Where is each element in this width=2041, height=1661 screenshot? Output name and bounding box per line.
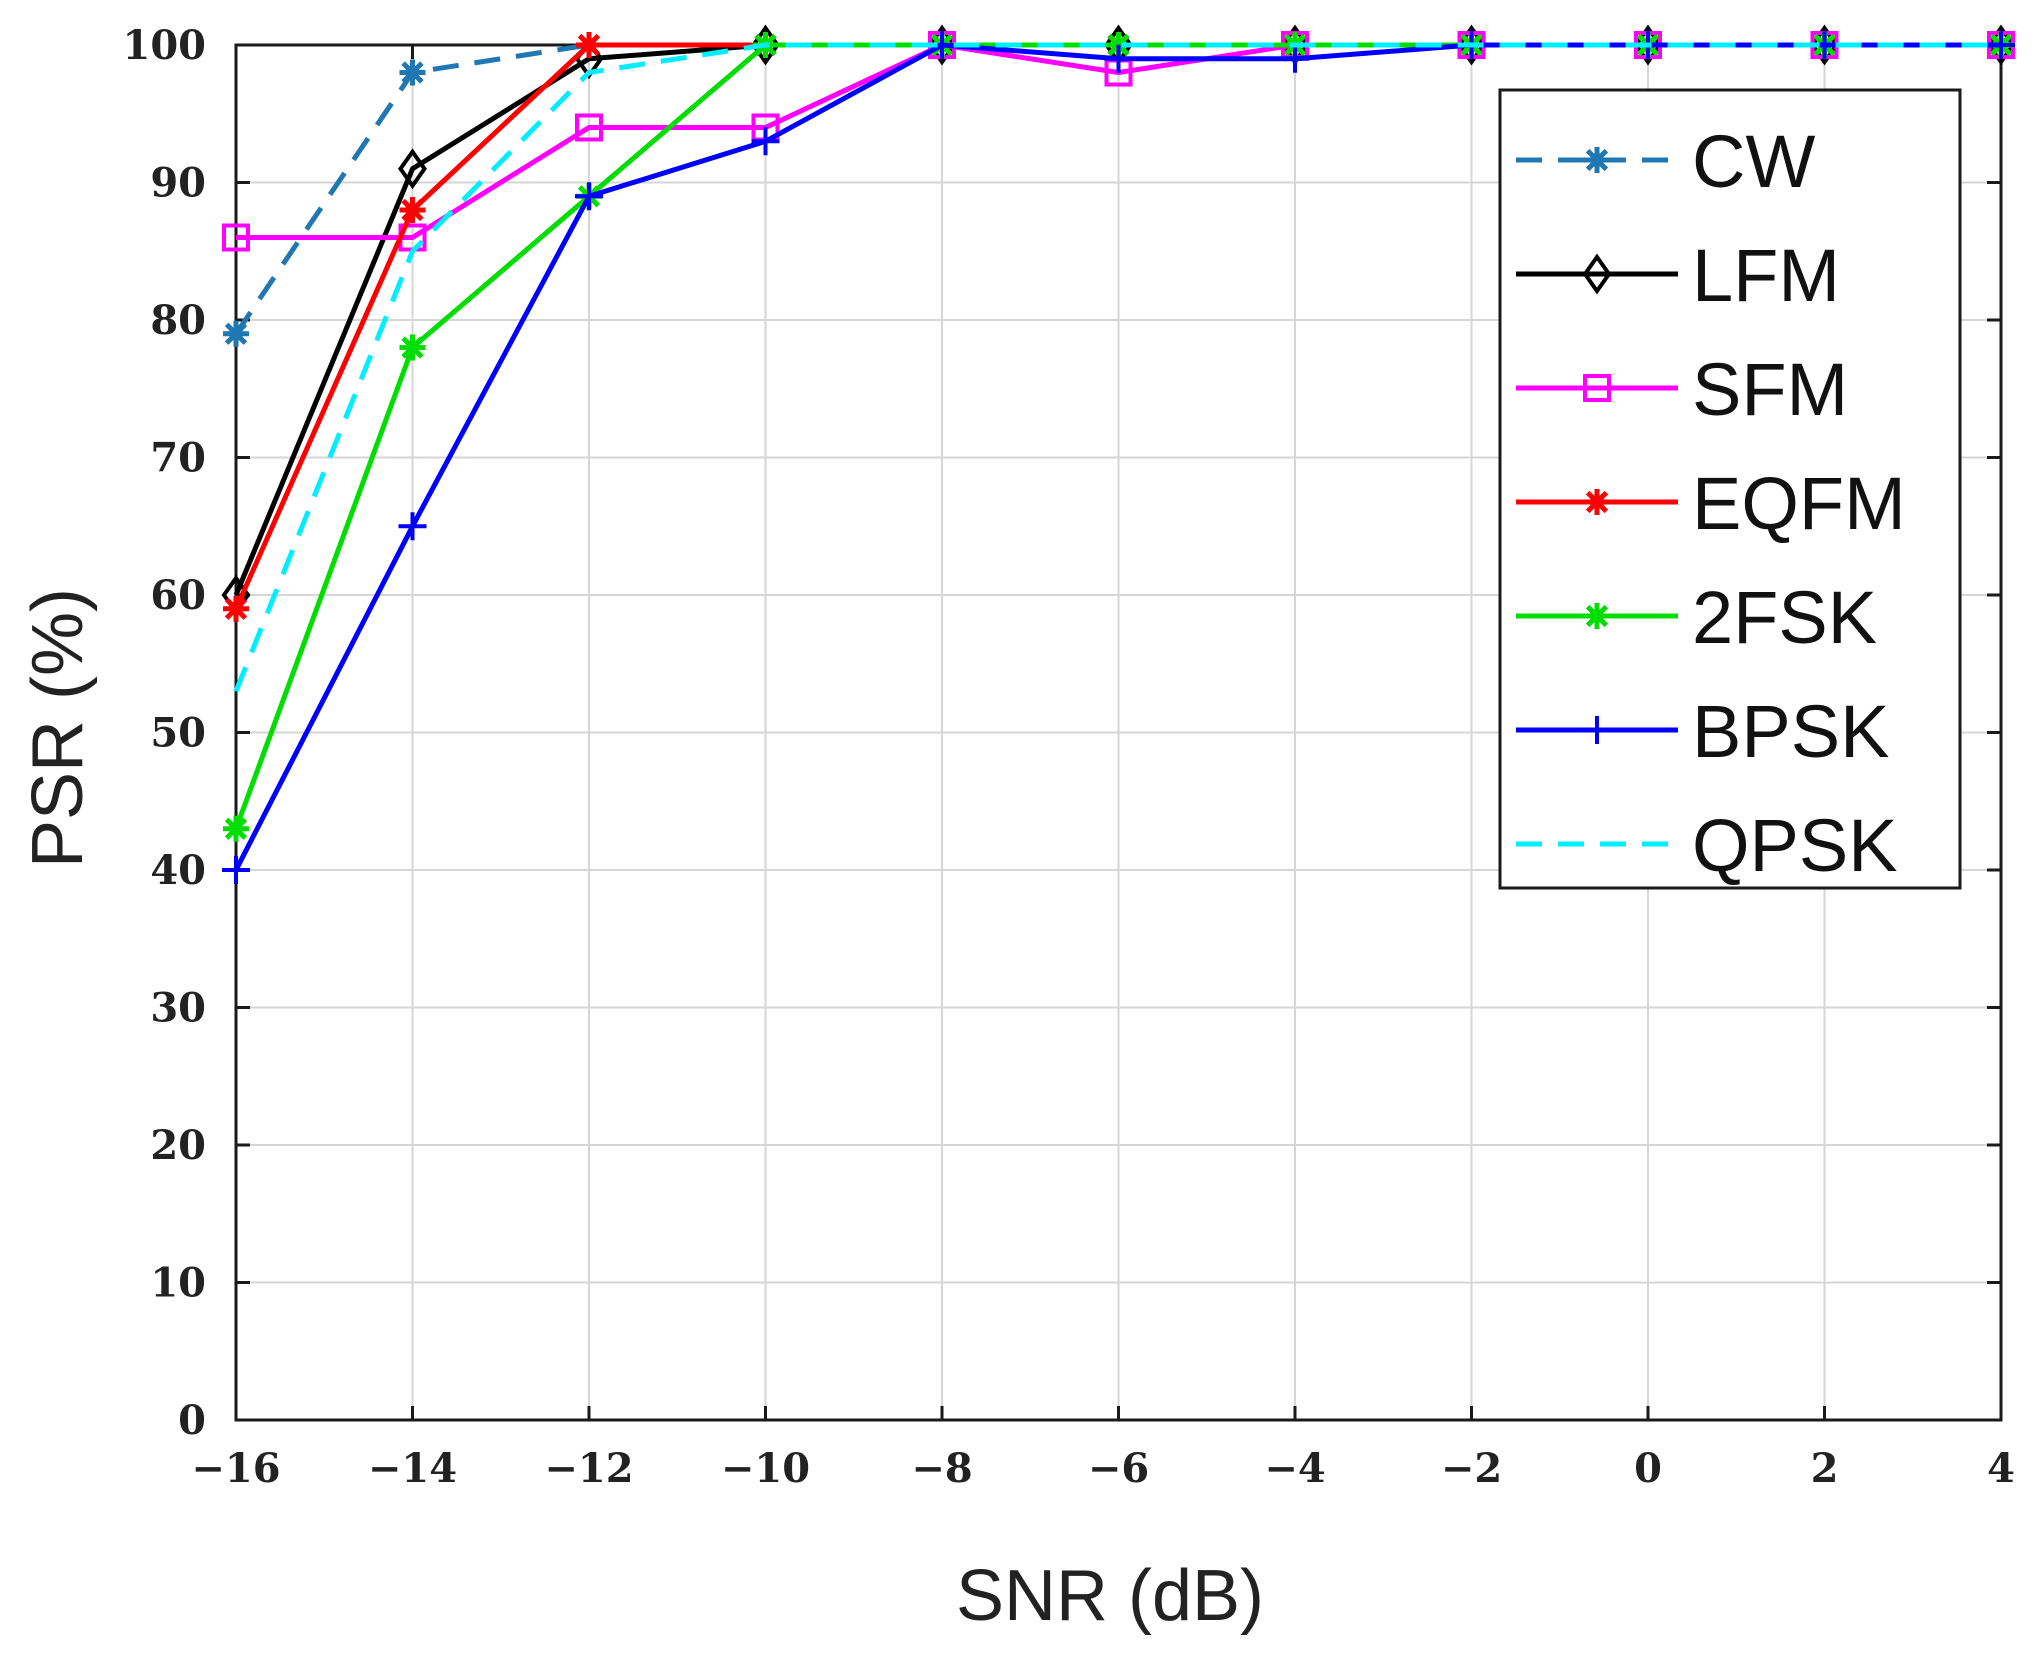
x-tick-label: −6 <box>1088 1445 1149 1492</box>
data-point-2fsk-core <box>229 821 243 836</box>
data-point-eqfm-core <box>229 601 243 616</box>
y-tick-label: 30 <box>150 985 206 1032</box>
data-point-lfm <box>398 148 427 190</box>
y-tick-label: 80 <box>150 297 206 344</box>
x-tick-label: −4 <box>1264 1445 1325 1492</box>
x-tick-label: 2 <box>1811 1445 1839 1492</box>
y-axis-title: PSR (%) <box>18 588 98 868</box>
y-tick-label: 60 <box>150 572 206 619</box>
legend-marker-2fsk-core <box>1590 609 1604 623</box>
data-point-bpsk <box>398 512 427 541</box>
data-point-eqfm-core <box>582 38 596 52</box>
x-tick-label: 0 <box>1634 1445 1662 1492</box>
legend-label-qpsk: QPSK <box>1692 804 1898 887</box>
y-tick-label: 90 <box>150 160 206 207</box>
data-point-bpsk <box>1987 31 2015 59</box>
legend-label-lfm: LFM <box>1692 234 1840 317</box>
legend-marker-bpsk <box>1583 716 1611 744</box>
legend-marker-eqfm-core <box>1590 495 1604 509</box>
y-tick-label: 10 <box>150 1260 206 1307</box>
legend-box <box>1498 88 1962 890</box>
data-point-cw-core <box>405 65 420 80</box>
y-tick-label: 40 <box>150 847 206 894</box>
legend-label-sfm: SFM <box>1692 348 1848 431</box>
x-tick-label: −2 <box>1441 1445 1502 1492</box>
data-point-bpsk <box>751 127 780 156</box>
data-point-bpsk <box>575 182 603 211</box>
legend-label-2fsk: 2FSK <box>1692 576 1877 659</box>
y-tick-label: 70 <box>150 435 206 482</box>
series-bpsk <box>222 31 2015 884</box>
x-axis-title: SNR (dB) <box>956 1556 1264 1636</box>
legend: CW LFM SFM EQFM 2FSK BPSK QPSK <box>1498 88 1962 890</box>
legend-label-cw: CW <box>1692 120 1815 203</box>
y-tick-label: 100 <box>123 22 207 69</box>
data-point-eqfm-core <box>405 203 420 217</box>
legend-marker-sfm <box>1583 374 1611 402</box>
data-point-bpsk <box>1281 44 1309 73</box>
x-tick-label: −8 <box>911 1445 972 1492</box>
x-tick-label: 4 <box>1987 1445 2015 1492</box>
legend-label-eqfm: EQFM <box>1692 462 1906 545</box>
legend-marker-lfm <box>1582 253 1612 295</box>
data-point-bpsk <box>222 856 250 884</box>
tick-labels: −16 −14 −12 −10 −8 −6 −4 −2 0 2 401020304050607080… <box>123 22 2015 1492</box>
x-tick-label: −10 <box>721 1445 810 1492</box>
x-tick-label: −16 <box>191 1445 280 1492</box>
data-point-2fsk-core <box>405 340 420 355</box>
y-tick-label: 50 <box>150 710 206 757</box>
y-tick-label: 20 <box>150 1122 206 1169</box>
data-point-sfm <box>222 223 250 252</box>
series-line-qpsk <box>233 42 2001 693</box>
x-tick-label: −14 <box>368 1445 457 1492</box>
legend-label-bpsk: BPSK <box>1692 690 1889 773</box>
data-point-sfm <box>575 113 603 142</box>
x-tick-label: −12 <box>544 1445 633 1492</box>
series-layer <box>221 24 2016 884</box>
data-point-cw-core <box>229 326 243 341</box>
legend-marker-cw-core <box>1590 153 1604 167</box>
series-qpsk <box>233 42 2001 693</box>
data-point-bpsk <box>1104 44 1133 73</box>
y-tick-label: 0 <box>178 1397 206 1444</box>
